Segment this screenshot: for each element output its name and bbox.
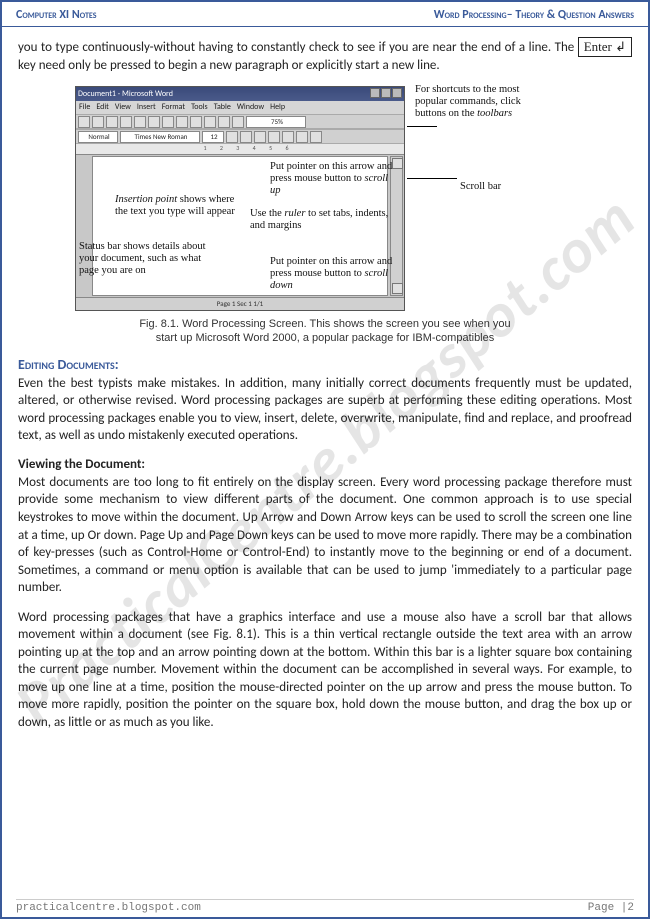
page-header: Computer XI Notes Word Processing– Theor…	[2, 2, 648, 27]
menu-help: Help	[270, 102, 285, 113]
zoom-dropdown: 75%	[246, 116, 306, 128]
menu-format: Format	[162, 102, 185, 113]
page-footer: practicalcentre.blogspot.com Page |2	[16, 899, 634, 914]
annot-insertion: Insertion point shows where the text you…	[115, 194, 245, 218]
menu-insert: Insert	[137, 102, 156, 113]
title-bar: Document1 - Microsoft Word	[76, 87, 404, 101]
formatting-toolbar: Normal Times New Roman 12	[76, 129, 404, 144]
editing-heading: Editing Documents:	[18, 356, 632, 373]
figure-8-1: Document1 - Microsoft Word File Edit Vie…	[18, 86, 632, 346]
annot-toolbars: For shortcuts to the most popular comman…	[415, 84, 545, 120]
annot-scroll-up: Put pointer on this arrow and press mous…	[270, 161, 400, 197]
status-bar: Page 1 Sec 1 1/1	[76, 297, 404, 310]
menu-table: Table	[214, 102, 231, 113]
enter-key-box: Enter ↲	[578, 37, 632, 57]
intro-pre: you to type continuously-without having …	[18, 40, 578, 55]
intro-post: key need only be pressed to begin a new …	[18, 58, 440, 73]
intro-paragraph: you to type continuously-without having …	[18, 37, 632, 74]
viewing-heading: Viewing the Document:	[18, 457, 632, 472]
footer-right: Page |2	[588, 902, 634, 914]
figure-caption: Fig. 8.1. Word Processing Screen. This s…	[18, 317, 632, 346]
footer-left: practicalcentre.blogspot.com	[16, 902, 201, 914]
annot-toolbars-em: toolbars	[477, 108, 512, 119]
annot-scroll-down: Put pointer on this arrow and press mous…	[270, 256, 400, 292]
header-left: Computer XI Notes	[16, 8, 97, 22]
annot-insert-em: Insertion point	[115, 194, 177, 205]
ruler: 1 2 3 4 5 6	[76, 144, 404, 155]
annot-ruler-em: ruler	[284, 208, 305, 219]
viewing-paragraph-2: Word processing packages that have a gra…	[18, 609, 632, 732]
viewing-paragraph-1: Most documents are too long to fit entir…	[18, 474, 632, 597]
menu-window: Window	[237, 102, 264, 113]
menu-file: File	[79, 102, 90, 113]
standard-toolbar: 75%	[76, 114, 404, 129]
menu-bar: File Edit View Insert Format Tools Table…	[76, 101, 404, 114]
annot-ruler-text1: Use the	[250, 208, 284, 219]
size-dropdown: 12	[202, 131, 224, 143]
menu-edit: Edit	[96, 102, 109, 113]
annot-scrollbar: Scroll bar	[460, 181, 540, 193]
caption-line2: start up Microsoft Word 2000, a popular …	[156, 332, 495, 344]
caption-line1: Fig. 8.1. Word Processing Screen. This s…	[139, 318, 510, 330]
annot-ruler: Use the ruler to set tabs, indents, and …	[250, 208, 390, 232]
content: you to type continuously-without having …	[2, 27, 648, 750]
title-text: Document1 - Microsoft Word	[78, 89, 173, 99]
style-dropdown: Normal	[78, 131, 118, 143]
annot-status: Status bar shows details about your docu…	[79, 241, 209, 277]
menu-tools: Tools	[191, 102, 208, 113]
window-controls	[369, 88, 402, 101]
font-dropdown: Times New Roman	[120, 131, 200, 143]
editing-paragraph: Even the best typists make mistakes. In …	[18, 375, 632, 445]
menu-view: View	[115, 102, 131, 113]
header-right: Word Processing– Theory & Question Answe…	[434, 8, 634, 22]
